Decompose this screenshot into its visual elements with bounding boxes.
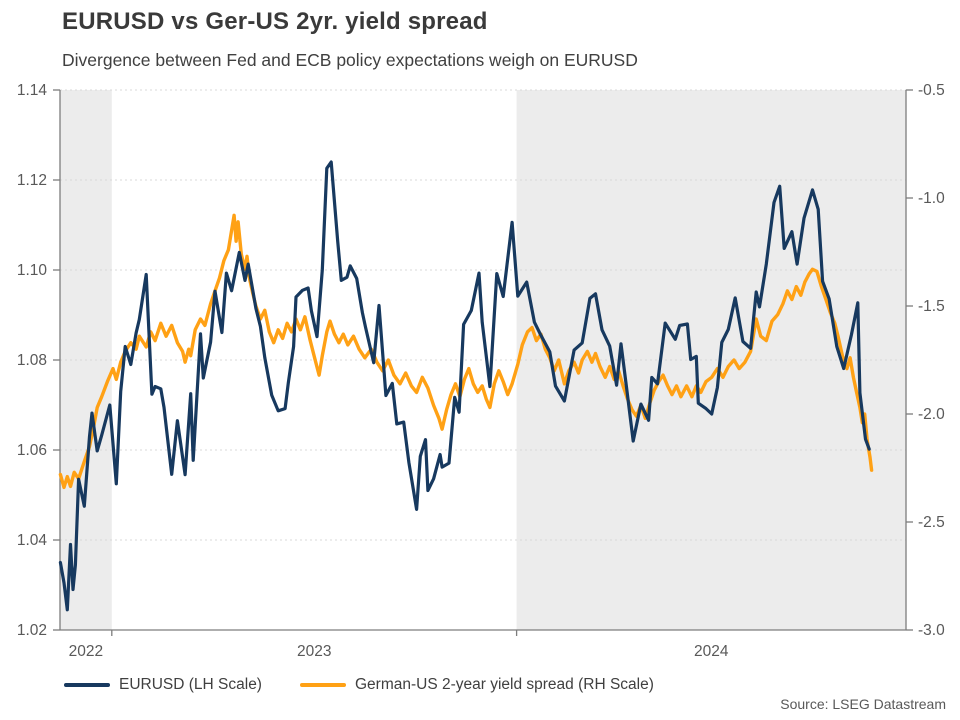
legend-item-spread: German-US 2-year yield spread (RH Scale)	[299, 676, 654, 694]
x-axis-year-label: 2023	[297, 643, 331, 660]
right-axis-label: -3.0	[918, 622, 945, 639]
right-axis-label: -1.0	[918, 190, 945, 207]
page-subtitle: Divergence between Fed and ECB policy ex…	[62, 50, 638, 70]
left-axis-label: 1.08	[17, 352, 47, 369]
right-axis-label: -2.5	[918, 514, 945, 531]
x-axis-year-label: 2024	[694, 643, 729, 660]
left-axis-label: 1.12	[17, 172, 47, 189]
legend-item-eurusd: EURUSD (LH Scale)	[64, 676, 262, 694]
left-axis-label: 1.10	[17, 262, 48, 279]
right-axis-label: -2.0	[918, 406, 945, 423]
left-axis-label: 1.04	[17, 532, 48, 549]
left-axis-label: 1.14	[17, 82, 48, 99]
right-axis-label: -1.5	[918, 298, 945, 315]
chart-legend: EURUSD (LH Scale) German-US 2-year yield…	[64, 676, 654, 694]
eurusd-line-swatch-icon	[64, 683, 110, 687]
x-axis-year-label: 2022	[69, 643, 103, 660]
source-note: Source: LSEG Datastream	[780, 696, 946, 712]
eurusd-line	[58, 160, 871, 612]
page-title: EURUSD vs Ger-US 2yr. yield spread	[62, 8, 488, 35]
spread-line	[58, 213, 874, 490]
legend-label-eurusd: EURUSD (LH Scale)	[119, 676, 262, 693]
chart-canvas: 1.02 1.04 1.06 1.08 1.10 1.12 1.14 -3.0 -2.5 -2.0…	[17, 82, 945, 660]
legend-label-spread: German-US 2-year yield spread (RH Scale)	[354, 676, 654, 693]
right-axis-label: -0.5	[918, 82, 945, 99]
spread-line-swatch-icon	[299, 683, 346, 687]
left-axis-label: 1.02	[17, 622, 47, 639]
left-axis-label: 1.06	[17, 442, 47, 459]
